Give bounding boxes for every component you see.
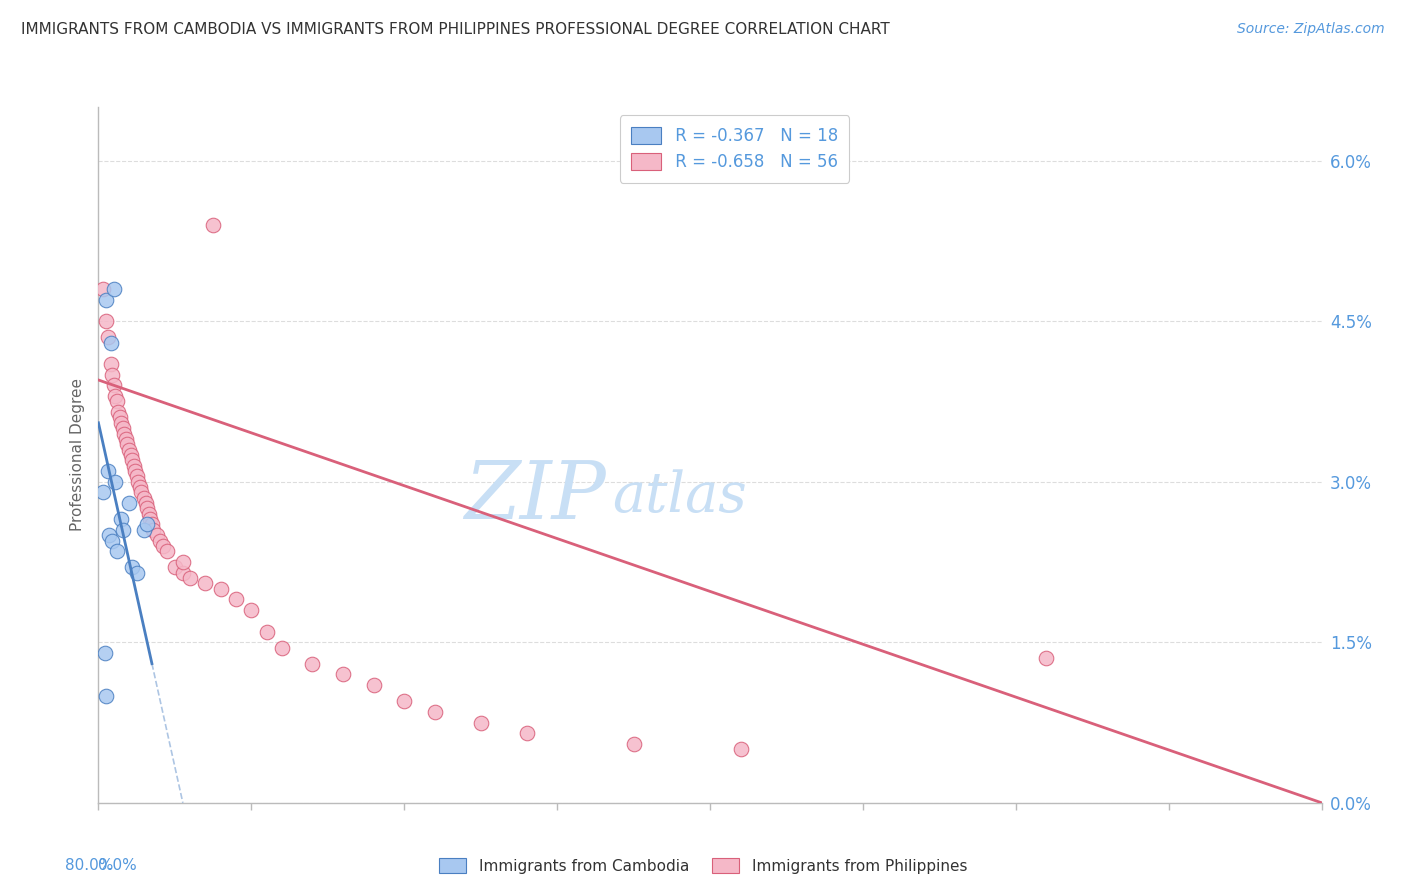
Point — [516, 726, 538, 740]
Text: 80.0%: 80.0% — [65, 858, 114, 873]
Point — [101, 368, 124, 382]
Point — [100, 335, 122, 350]
Point — [94, 314, 117, 328]
Point — [118, 496, 141, 510]
Point — [105, 394, 128, 409]
Point — [129, 485, 152, 500]
Point — [156, 544, 179, 558]
Point — [108, 410, 131, 425]
Point — [124, 464, 146, 478]
Point — [103, 378, 125, 392]
Text: atlas: atlas — [612, 469, 747, 524]
Point — [332, 667, 354, 681]
Point — [91, 282, 114, 296]
Y-axis label: Professional Degree: Professional Degree — [70, 378, 86, 532]
Point — [163, 560, 186, 574]
Point — [127, 475, 149, 489]
Point — [107, 405, 129, 419]
Point — [128, 480, 150, 494]
Point — [100, 357, 122, 371]
Point — [194, 576, 217, 591]
Point — [97, 330, 120, 344]
Point — [121, 560, 143, 574]
Point — [270, 640, 294, 655]
Text: 0.0%: 0.0% — [98, 858, 138, 873]
Point — [136, 501, 159, 516]
Point — [104, 475, 127, 489]
Point — [117, 437, 139, 451]
Point — [103, 282, 125, 296]
Point — [125, 469, 148, 483]
Point — [209, 582, 232, 596]
Point — [730, 742, 752, 756]
Point — [93, 646, 115, 660]
Point — [98, 528, 121, 542]
Point — [110, 512, 132, 526]
Point — [392, 694, 416, 708]
Point — [363, 678, 385, 692]
Point — [125, 566, 148, 580]
Point — [97, 464, 120, 478]
Text: IMMIGRANTS FROM CAMBODIA VS IMMIGRANTS FROM PHILIPPINES PROFESSIONAL DEGREE CORR: IMMIGRANTS FROM CAMBODIA VS IMMIGRANTS F… — [21, 22, 890, 37]
Point — [94, 689, 117, 703]
Point — [470, 715, 492, 730]
Point — [145, 528, 167, 542]
Point — [179, 571, 201, 585]
Point — [423, 705, 446, 719]
Point — [225, 592, 247, 607]
Point — [121, 453, 143, 467]
Point — [94, 293, 117, 307]
Point — [152, 539, 174, 553]
Point — [134, 523, 156, 537]
Point — [141, 517, 163, 532]
Point — [172, 566, 194, 580]
Text: Source: ZipAtlas.com: Source: ZipAtlas.com — [1237, 22, 1385, 37]
Legend:  R = -0.367   N = 18,  R = -0.658   N = 56: R = -0.367 N = 18, R = -0.658 N = 56 — [620, 115, 849, 183]
Point — [105, 544, 128, 558]
Point — [112, 426, 135, 441]
Point — [172, 555, 194, 569]
Point — [240, 603, 263, 617]
Point — [111, 421, 134, 435]
Point — [110, 416, 132, 430]
Point — [138, 507, 160, 521]
Text: ZIP: ZIP — [464, 458, 606, 535]
Point — [135, 496, 157, 510]
Point — [136, 517, 159, 532]
Point — [122, 458, 145, 473]
Point — [134, 491, 156, 505]
Point — [115, 432, 138, 446]
Point — [139, 512, 162, 526]
Point — [301, 657, 323, 671]
Point — [1035, 651, 1057, 665]
Point — [111, 523, 134, 537]
Point — [202, 218, 225, 232]
Point — [118, 442, 141, 457]
Point — [256, 624, 278, 639]
Point — [91, 485, 114, 500]
Point — [142, 523, 165, 537]
Point — [149, 533, 172, 548]
Legend: Immigrants from Cambodia, Immigrants from Philippines: Immigrants from Cambodia, Immigrants fro… — [433, 852, 973, 880]
Point — [104, 389, 127, 403]
Point — [623, 737, 645, 751]
Point — [120, 448, 142, 462]
Point — [101, 533, 124, 548]
